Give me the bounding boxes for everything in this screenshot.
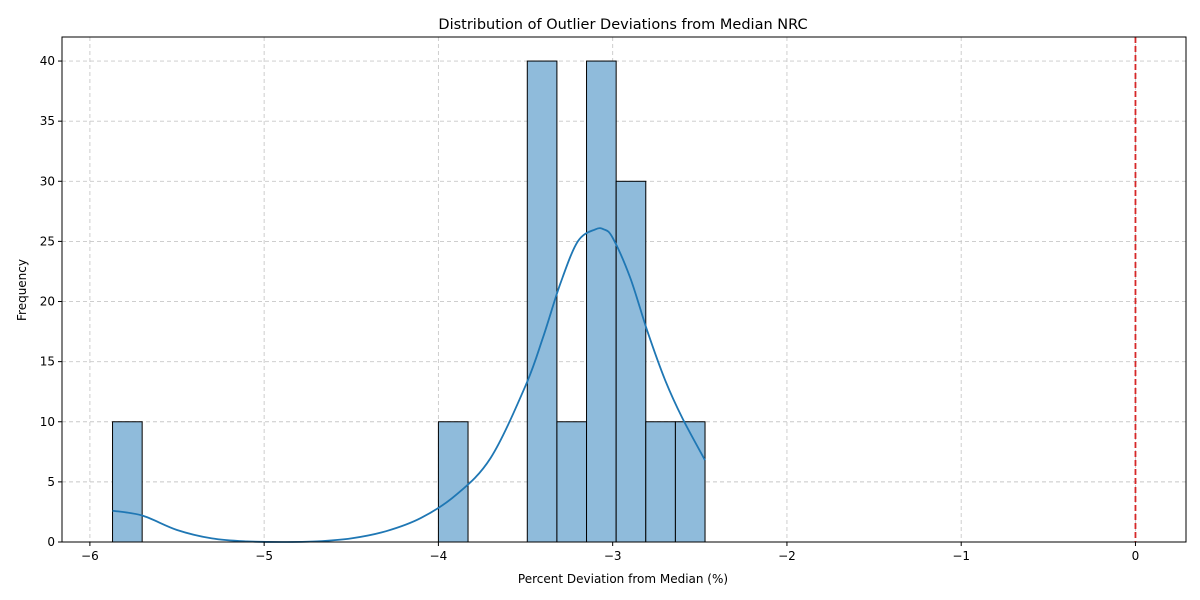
histogram-bar [645, 421, 676, 543]
x-axis-ticks: −6 −5 −4 −3 −2 −1 0 [81, 542, 1139, 563]
x-axis-label: Percent Deviation from Median (%) [518, 572, 728, 586]
histogram-bar [526, 60, 558, 543]
x-tick-label: −3 [604, 549, 622, 563]
x-tick-label: −5 [255, 549, 273, 563]
x-tick-label: −4 [430, 549, 448, 563]
plot-frame [61, 36, 1187, 543]
histogram-bar [615, 180, 647, 543]
y-tick-label: 40 [40, 54, 55, 68]
x-tick-label: 0 [1132, 549, 1140, 563]
y-tick-label: 20 [40, 295, 55, 309]
y-tick-label: 30 [40, 174, 55, 188]
x-tick-label: −6 [81, 549, 99, 563]
x-tick-label: −1 [952, 549, 970, 563]
y-tick-label: 5 [47, 475, 55, 489]
histogram-bar [112, 421, 143, 543]
y-axis-ticks: 0 5 10 15 20 25 30 35 40 [40, 54, 62, 549]
y-axis-label: Frequency [15, 259, 29, 321]
x-tick-label: −2 [778, 549, 796, 563]
histogram-bar [437, 421, 469, 543]
y-tick-label: 15 [40, 355, 55, 369]
histogram-bar [556, 421, 588, 543]
y-tick-label: 35 [40, 114, 55, 128]
y-tick-label: 10 [40, 415, 55, 429]
y-tick-label: 25 [40, 234, 55, 248]
chart-title: Distribution of Outlier Deviations from … [438, 17, 807, 33]
y-tick-label: 0 [47, 535, 55, 549]
kde-curve [112, 227, 706, 543]
histogram-bar [674, 421, 706, 543]
kde-curve-group [112, 227, 706, 543]
histogram-bar [586, 60, 617, 543]
